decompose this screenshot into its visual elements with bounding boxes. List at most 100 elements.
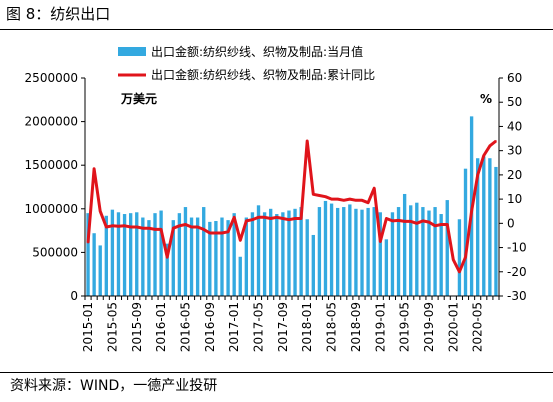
bar [256, 205, 261, 296]
right-tick-label: -10 [507, 241, 527, 255]
bar [262, 212, 267, 296]
line-path [86, 139, 497, 274]
x-tick-label: 2019-05 [398, 302, 412, 352]
line-point [416, 222, 418, 225]
line-point [482, 154, 485, 157]
bar [287, 210, 291, 296]
bar [299, 207, 303, 296]
line-point [342, 199, 345, 202]
line-point [306, 140, 309, 142]
x-tick-label: 2020-01 [446, 302, 460, 352]
line-point [446, 223, 449, 226]
line-point [464, 256, 467, 259]
line-point [269, 217, 272, 220]
line-point [93, 168, 95, 170]
bar [415, 202, 419, 296]
bar [165, 243, 169, 296]
bar [147, 220, 151, 296]
legend-label-bars: 出口金额:纺织纱线、织物及制品:当月值 [151, 44, 363, 59]
bar [226, 220, 230, 296]
right-tick-label: -30 [507, 289, 527, 303]
left-tick-label: 2000000 [25, 115, 78, 129]
bar [360, 209, 364, 296]
bar [311, 234, 315, 296]
line-point [123, 224, 126, 227]
line-point [209, 232, 211, 234]
line-point [227, 231, 229, 233]
bar [183, 207, 188, 296]
bar [396, 207, 401, 296]
x-tick-label: 2015-01 [81, 302, 95, 352]
line-point [184, 223, 187, 226]
line-point [196, 226, 199, 228]
line-point [440, 223, 442, 226]
bar [208, 221, 212, 296]
line-series [86, 139, 497, 274]
line-point [403, 220, 406, 223]
bar [189, 217, 194, 296]
line-point [257, 216, 260, 219]
bar [214, 221, 218, 296]
bar [195, 217, 200, 296]
line-point [385, 217, 388, 220]
line-point [409, 220, 412, 223]
x-tick-label: 2018-09 [349, 302, 363, 352]
line-point [489, 145, 491, 147]
bar [457, 219, 462, 296]
line-point [324, 195, 327, 198]
left-tick-label: 2500000 [25, 71, 78, 85]
bar [135, 212, 139, 296]
x-tick-label: 2015-05 [105, 302, 119, 352]
bar [220, 217, 224, 296]
bar [335, 207, 340, 296]
bar [159, 210, 163, 296]
line-point [172, 227, 175, 229]
bar [427, 210, 431, 296]
bar [445, 200, 449, 296]
line-point [355, 199, 357, 202]
line-point [142, 227, 144, 229]
line-point [458, 270, 461, 273]
bar [250, 212, 255, 296]
line-point [111, 224, 114, 227]
bar [354, 208, 358, 296]
figure-title: 图 8：纺织出口 [6, 5, 111, 23]
line-point [470, 210, 473, 213]
bar [366, 207, 370, 296]
line-point [263, 216, 266, 219]
bar [244, 217, 249, 296]
bar [488, 158, 492, 296]
x-tick-label: 2019-01 [373, 302, 387, 352]
line-point [428, 221, 430, 223]
legend-swatch-bars [118, 47, 146, 56]
bar [171, 220, 175, 296]
legend-label-line: 出口金额:纺织纱线、织物及制品:累计同比 [151, 67, 375, 82]
x-axis: 2015-01 2015-05 2015-09 2016-01 2016-05 2016-… [81, 295, 500, 352]
bar [348, 204, 352, 296]
bar [122, 214, 127, 296]
bar [494, 166, 498, 296]
right-tick-label: 50 [507, 95, 522, 109]
x-tick-label: 2017-01 [227, 302, 241, 352]
right-tick-label: -20 [507, 265, 527, 279]
line-point [99, 210, 102, 213]
line-point [87, 241, 89, 244]
bar [128, 213, 133, 296]
line-point [282, 217, 284, 220]
bar [476, 158, 480, 296]
bar [402, 193, 407, 296]
line-point [452, 258, 455, 261]
bar [421, 207, 425, 296]
left-unit-label: 万美元 [120, 91, 157, 106]
x-tick-label: 2016-05 [178, 302, 192, 352]
line-point [166, 256, 168, 259]
line-point [135, 226, 138, 228]
bar [153, 213, 157, 296]
bar-series [86, 116, 498, 296]
bar [390, 212, 395, 296]
bar [92, 233, 96, 296]
bar [116, 212, 121, 296]
right-tick-label: 20 [507, 168, 522, 182]
x-tick-label: 2016-01 [154, 302, 168, 352]
line-point [397, 219, 400, 222]
